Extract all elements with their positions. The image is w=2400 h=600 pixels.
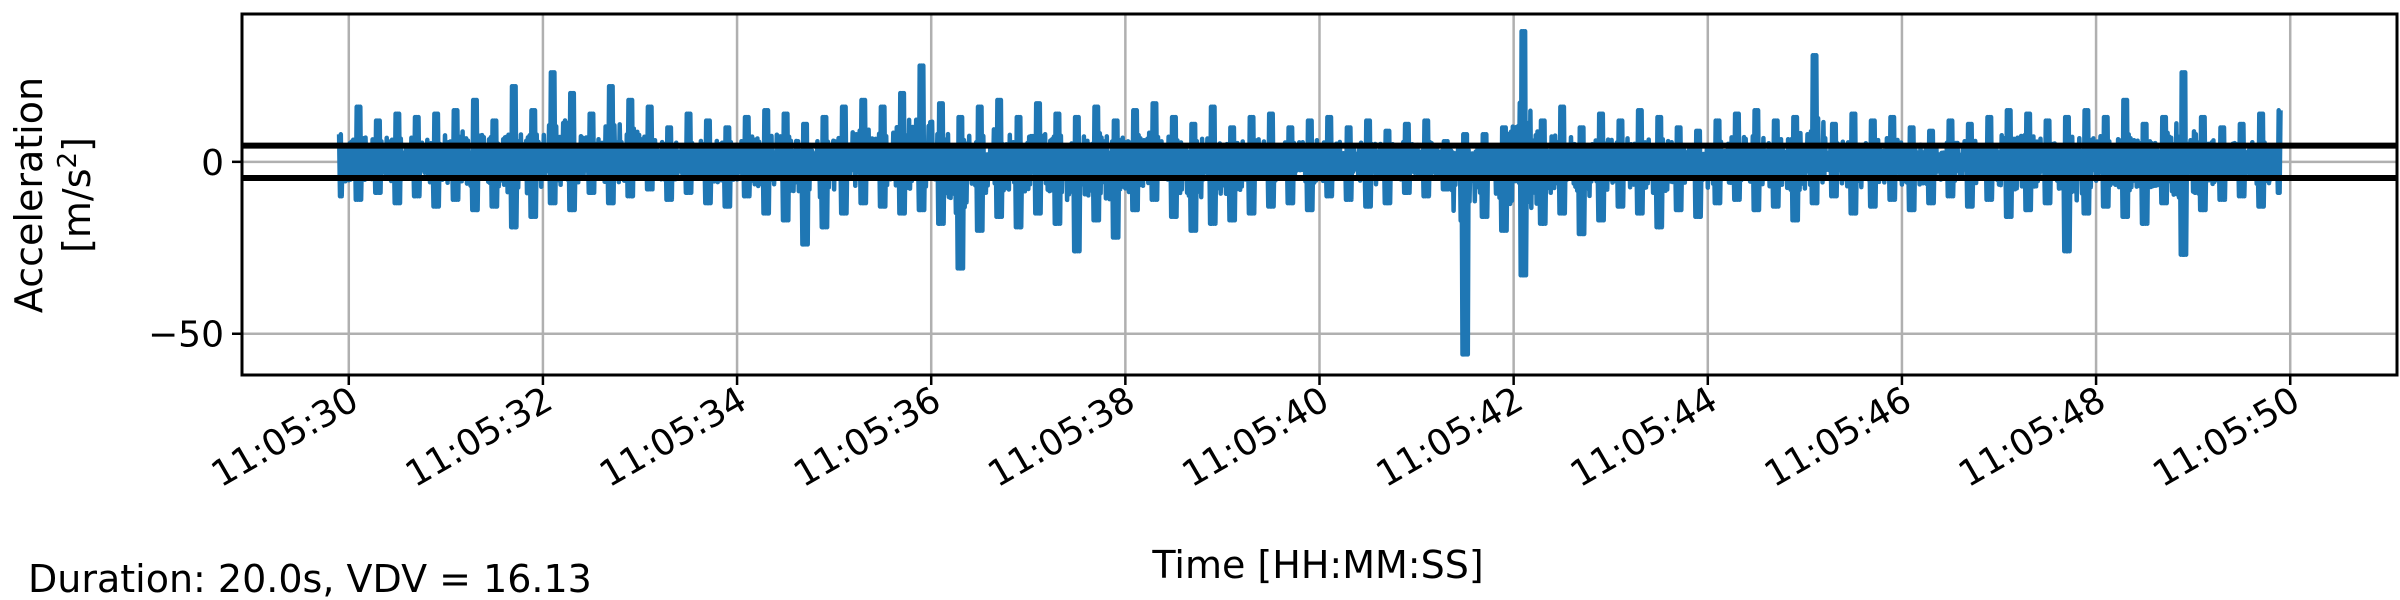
x-axis-label: Time [HH:MM:SS] — [1151, 543, 1483, 587]
x-tick-label: 11:05:36 — [787, 379, 948, 495]
x-tick-label: 11:05:30 — [205, 379, 366, 495]
x-tick-label: 11:05:38 — [981, 379, 1142, 495]
x-tick-label: 11:05:50 — [2146, 379, 2307, 495]
y-tick-label: −50 — [148, 315, 224, 356]
x-tick-label: 11:05:42 — [1370, 379, 1531, 495]
x-tick-label: 11:05:46 — [1758, 379, 1919, 495]
y-axis-label-line1: Acceleration — [7, 77, 51, 313]
y-axis-unit-base: [m/s — [55, 168, 99, 252]
duration-vdv-summary: Duration: 20.0s, VDV = 16.13 — [28, 557, 592, 600]
y-axis-unit-close: ] — [55, 137, 99, 152]
x-axis-ticks: 11:05:30 11:05:32 11:05:34 11:05:36 11:05:38… — [205, 375, 2307, 496]
y-tick-label: 0 — [201, 143, 224, 184]
y-axis-label-unit: [m/s2] — [53, 137, 99, 253]
y-axis-unit-exponent: 2 — [53, 152, 83, 169]
acceleration-trace — [339, 31, 2280, 354]
x-tick-label: 11:05:34 — [593, 379, 754, 495]
x-tick-label: 11:05:40 — [1175, 379, 1336, 495]
x-tick-label: 11:05:44 — [1564, 379, 1725, 495]
x-tick-label: 11:05:48 — [1952, 379, 2113, 495]
x-tick-label: 11:05:32 — [399, 379, 560, 495]
y-axis-label: Acceleration [m/s2] — [7, 77, 99, 313]
y-axis-ticks: 0 −50 — [148, 143, 242, 356]
acceleration-series — [339, 31, 2280, 354]
grid-lines — [242, 14, 2397, 375]
